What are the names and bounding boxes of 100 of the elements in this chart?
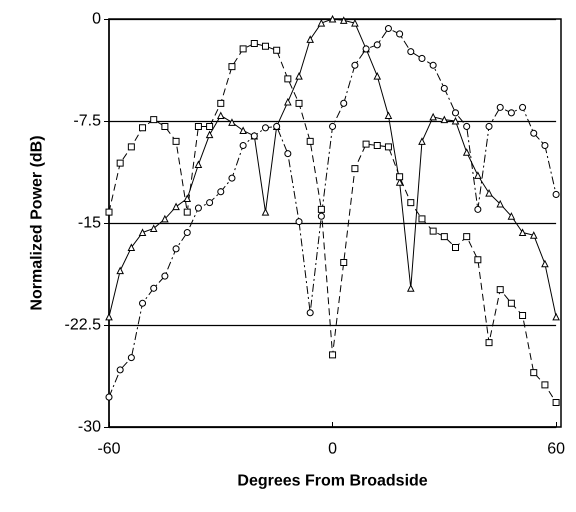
point xyxy=(217,112,224,120)
point xyxy=(474,172,482,179)
point xyxy=(474,206,482,213)
point xyxy=(418,138,426,145)
point xyxy=(541,142,548,149)
point xyxy=(296,218,303,226)
point xyxy=(250,132,258,140)
point xyxy=(430,113,437,120)
point xyxy=(240,45,247,52)
point xyxy=(440,233,448,240)
point xyxy=(430,228,437,235)
point xyxy=(228,63,236,70)
point xyxy=(284,150,292,158)
x-tick-label: 0 xyxy=(328,440,338,458)
point xyxy=(430,62,437,69)
point xyxy=(161,272,168,280)
point xyxy=(128,354,135,362)
point xyxy=(184,195,191,202)
point xyxy=(273,122,280,130)
point xyxy=(541,381,548,388)
point xyxy=(106,208,112,216)
y-tick-label: -22.5 xyxy=(64,316,102,334)
point xyxy=(172,203,180,210)
point xyxy=(530,130,538,137)
point xyxy=(407,199,414,206)
point xyxy=(340,100,348,107)
point xyxy=(541,260,548,268)
point xyxy=(284,98,292,106)
point xyxy=(194,204,202,212)
point xyxy=(463,148,470,156)
point xyxy=(362,140,370,148)
point xyxy=(240,142,247,149)
point xyxy=(206,199,214,206)
point xyxy=(486,190,493,197)
point xyxy=(217,188,224,196)
point xyxy=(384,112,392,120)
point xyxy=(318,206,325,213)
point xyxy=(128,244,135,251)
point xyxy=(351,20,358,27)
point xyxy=(374,72,381,80)
point xyxy=(116,160,124,167)
point xyxy=(139,124,146,132)
point xyxy=(384,143,392,150)
point xyxy=(116,366,124,374)
point xyxy=(318,212,325,220)
point xyxy=(486,122,493,130)
point xyxy=(452,109,460,116)
point xyxy=(351,62,358,69)
point xyxy=(206,131,214,138)
point xyxy=(351,165,358,172)
point xyxy=(496,286,504,294)
point xyxy=(128,143,135,150)
y-tick-label: -15 xyxy=(78,214,102,232)
point xyxy=(296,72,303,80)
point xyxy=(340,258,348,266)
point xyxy=(418,54,426,62)
point xyxy=(396,173,404,180)
point xyxy=(262,42,269,50)
x-axis-title: Degrees From Broadside xyxy=(237,472,428,490)
y-tick-label: -7.5 xyxy=(73,112,102,130)
point xyxy=(273,46,280,54)
point xyxy=(150,284,158,292)
point xyxy=(217,100,224,107)
point xyxy=(496,104,504,111)
point xyxy=(106,394,112,401)
point xyxy=(306,36,314,43)
point xyxy=(508,109,515,116)
y-axis-title: Normalized Power (dB) xyxy=(28,135,46,311)
point xyxy=(139,229,146,236)
point xyxy=(284,75,292,82)
point xyxy=(329,122,336,130)
point xyxy=(552,313,560,320)
point xyxy=(250,40,258,47)
point xyxy=(519,104,526,111)
point xyxy=(296,100,303,107)
point xyxy=(262,208,269,216)
x-tick-label: 60 xyxy=(547,440,566,458)
point xyxy=(194,161,202,168)
point xyxy=(206,122,214,130)
point xyxy=(374,41,381,48)
point xyxy=(194,122,202,130)
point xyxy=(463,122,470,130)
point xyxy=(240,127,247,134)
point xyxy=(161,122,168,130)
point xyxy=(318,20,325,27)
point xyxy=(184,229,191,236)
point xyxy=(418,215,426,222)
point xyxy=(329,351,336,358)
point xyxy=(396,30,404,38)
point xyxy=(552,190,560,198)
point xyxy=(519,312,526,319)
point xyxy=(407,284,414,292)
y-tick-label: -30 xyxy=(78,418,102,436)
point xyxy=(452,244,460,251)
point xyxy=(496,200,504,208)
point xyxy=(530,369,538,376)
point xyxy=(463,233,470,240)
point xyxy=(184,208,191,216)
point xyxy=(440,116,448,124)
point xyxy=(116,267,124,274)
